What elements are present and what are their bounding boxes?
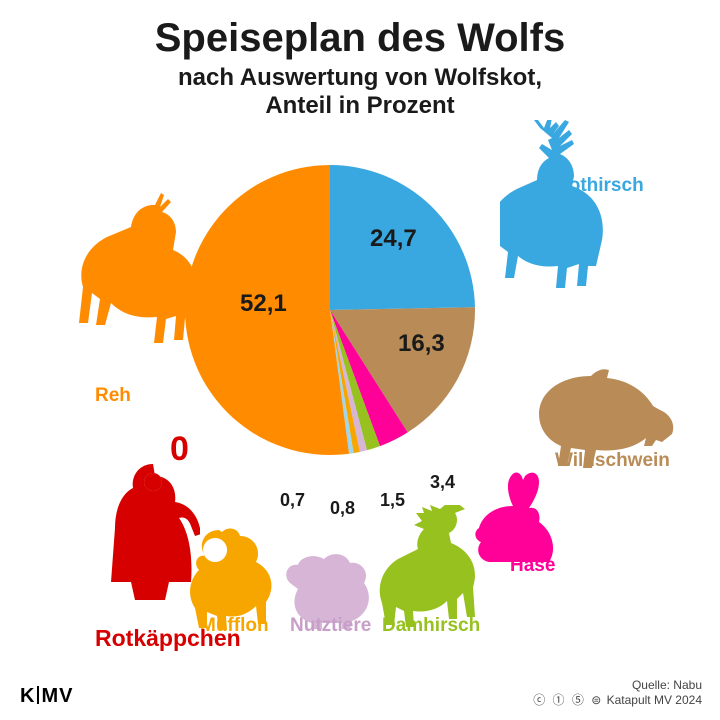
source-line: Quelle: Nabu — [632, 678, 702, 692]
credit-line: ⓒ ① ⑤ ⊜ Katapult MV 2024 — [533, 691, 702, 708]
label-hase: Hase — [510, 555, 555, 577]
cc-icons: ⓒ ① ⑤ ⊜ — [533, 693, 603, 707]
label-nutztiere: Nutztiere — [290, 615, 371, 637]
label-rothirsch: Rothirsch — [555, 175, 644, 197]
rotkaeppchen-icon — [105, 460, 200, 610]
value-rothirsch: 24,7 — [370, 225, 417, 253]
label-wildschwein: Wildschwein — [555, 450, 670, 472]
label-damhirsch: Damhirsch — [382, 615, 480, 637]
value-mufflon: 0,7 — [280, 490, 305, 511]
value-reh: 52,1 — [240, 290, 287, 318]
value-wildschwein: 16,3 — [398, 330, 445, 358]
rothirsch-icon — [500, 120, 650, 290]
reh-icon — [60, 190, 200, 350]
infographic-canvas: Speiseplan des Wolfs nach Auswertung von… — [0, 0, 720, 720]
label-reh: Reh — [95, 385, 131, 407]
value-hase: 3,4 — [430, 472, 455, 493]
label-rotkaeppchen: Rotkäppchen — [95, 625, 241, 652]
brand-logo: KMV — [20, 685, 73, 708]
value-nutztiere: 0,8 — [330, 498, 355, 519]
